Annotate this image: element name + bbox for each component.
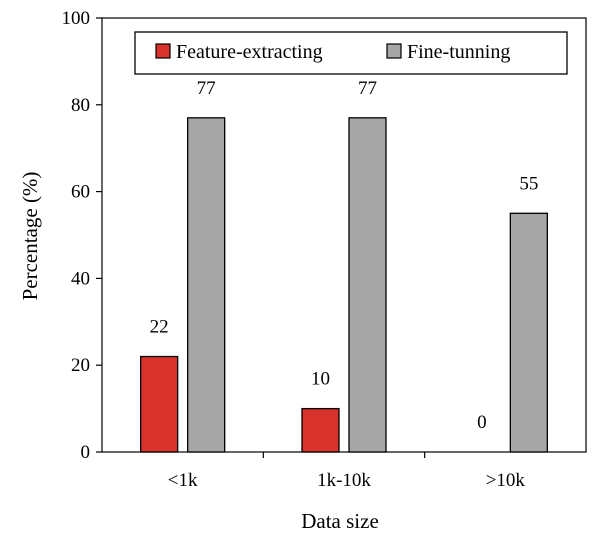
x-tick-label: 1k-10k <box>317 470 371 491</box>
bar-feature-extracting-1 <box>301 407 340 453</box>
plot-frame <box>101 17 587 453</box>
x-tick-label: <1k <box>168 470 198 491</box>
y-tick-label: 80 <box>71 95 90 116</box>
y-tick-label: 60 <box>71 182 90 203</box>
bar-fine-tunning-1 <box>348 117 387 453</box>
data-label: 22 <box>150 317 169 338</box>
legend: Feature-extracting Fine-tunning <box>134 31 568 75</box>
data-label: 77 <box>197 78 216 99</box>
bar-fine-tunning-0 <box>187 117 226 453</box>
bar-fine-tunning-2 <box>509 212 548 453</box>
data-label: 0 <box>477 412 487 433</box>
y-tick-label: 40 <box>71 268 90 289</box>
plot-area: 0 20 40 60 80 100 22 77 <1k 10 77 1k-10k 0 55 >10k <box>62 8 587 491</box>
legend-label: Fine-tunning <box>407 41 510 63</box>
y-axis-title: Percentage (%) <box>18 172 42 301</box>
bar-feature-extracting-0 <box>140 355 179 453</box>
legend-swatch <box>155 43 171 59</box>
y-tick-label: 100 <box>62 8 91 29</box>
x-tick-label: >10k <box>486 470 526 491</box>
x-axis-title: Data size <box>301 509 379 533</box>
y-tick-label: 20 <box>71 355 90 376</box>
y-tick-label: 0 <box>81 442 91 463</box>
data-label: 55 <box>519 173 538 194</box>
data-label: 77 <box>358 78 377 99</box>
legend-box <box>134 31 568 75</box>
data-label: 10 <box>311 369 330 390</box>
legend-label: Feature-extracting <box>176 41 323 63</box>
legend-swatch <box>386 43 402 59</box>
